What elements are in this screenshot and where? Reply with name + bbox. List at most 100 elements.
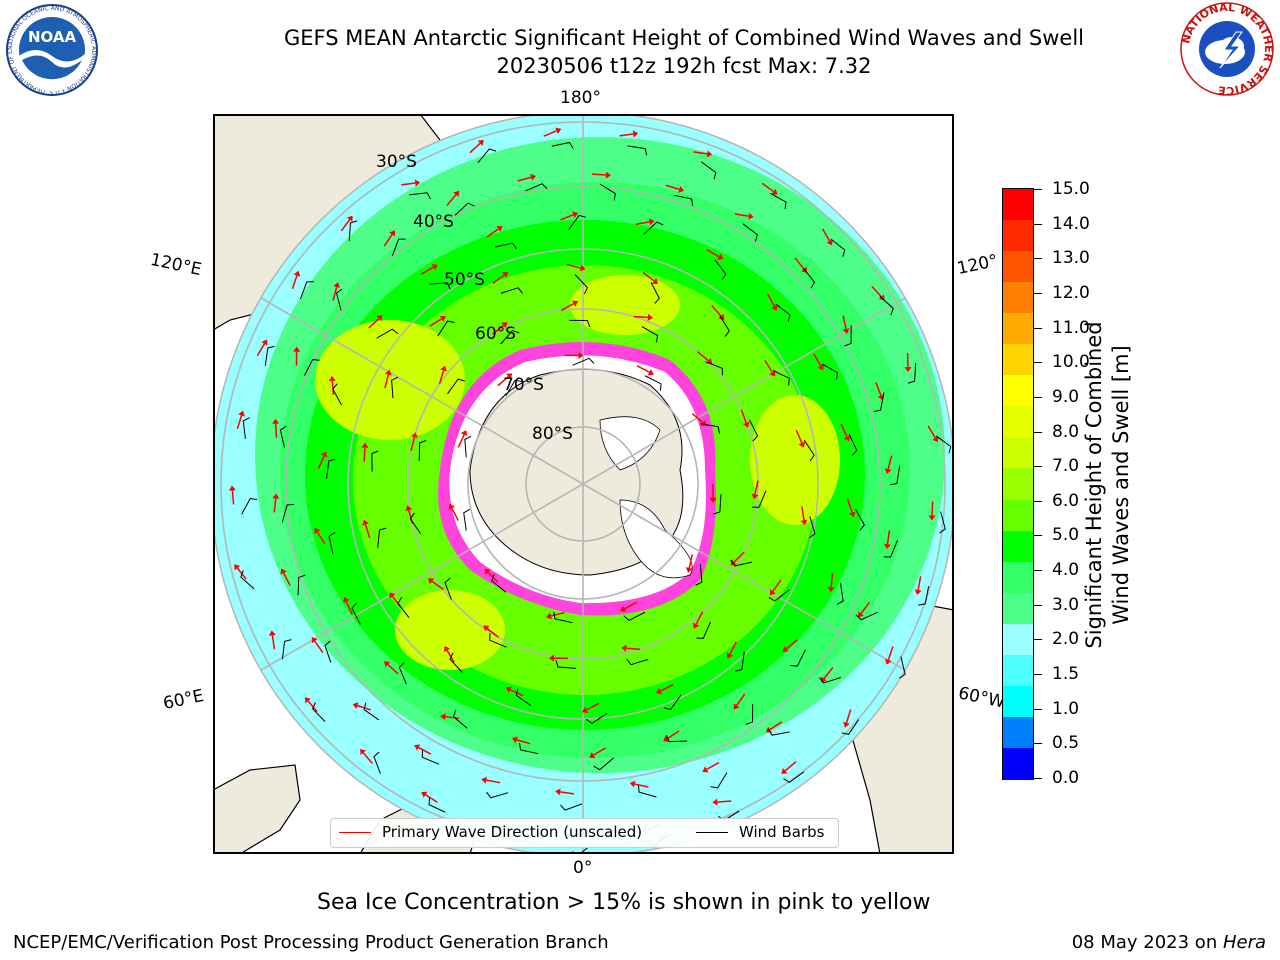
wave-arrow-shaft: [733, 551, 745, 563]
wave-arrow-head: [718, 313, 725, 320]
wave-arrow-head: [769, 370, 776, 377]
lon-label-60e: 60°E: [161, 685, 206, 715]
wave-arrow-head: [360, 748, 367, 756]
wave-arrow-head: [706, 150, 713, 158]
wave-arrow-head: [346, 215, 353, 222]
noaa-logo: NATIONAL OCEANIC AND ATMOSPHERIC ADMINIS…: [3, 0, 98, 96]
wave-arrow-head: [261, 339, 268, 346]
wave-arrow-shaft: [642, 271, 655, 282]
wave-arrow-head: [572, 300, 579, 307]
wave-arrow-head: [928, 515, 936, 521]
colorbar-tick-label: 0.0: [1052, 768, 1080, 788]
wave-arrow-shaft: [317, 455, 325, 470]
footer-credit: NCEP/EMC/Verification Post Processing Pr…: [13, 932, 609, 953]
wave-arrow-shaft: [784, 761, 797, 772]
lon-label-60w: 60°W: [956, 683, 1007, 713]
wind-barb: [494, 242, 517, 250]
wave-arrow-head: [579, 264, 586, 272]
wave-arrow-head: [496, 226, 503, 232]
wave-arrow-shaft: [566, 263, 581, 269]
wave-arrow-shaft: [813, 353, 822, 367]
wave-arrow-shaft: [801, 506, 805, 521]
wind-barb: [836, 583, 844, 605]
wave-arrow-head: [769, 589, 776, 596]
wave-arrow-head: [314, 527, 321, 534]
wind-barb: [663, 694, 682, 711]
colorbar-tick-label: 1.0: [1052, 698, 1080, 719]
wave-arrow-shaft: [636, 365, 650, 373]
wind-barb: [463, 508, 471, 531]
colorbar: [1002, 188, 1034, 781]
wind-barb: [841, 719, 860, 735]
wind-barb: [821, 363, 839, 380]
wave-arrow-shaft: [931, 501, 934, 516]
wave-arrow-head: [502, 272, 509, 278]
colorbar-segment: [1003, 189, 1033, 222]
wave-arrow-shaft: [761, 182, 774, 193]
wave-arrow-head: [238, 410, 245, 417]
svg-text:NOAA: NOAA: [28, 28, 77, 46]
wave-arrow-head: [589, 752, 596, 759]
wave-arrow-shaft: [772, 579, 782, 592]
wave-arrow-head: [546, 612, 552, 620]
wind-barb: [803, 439, 815, 462]
wave-arrow-shaft: [438, 370, 445, 385]
wave-arrow-shaft: [429, 318, 443, 327]
colorbar-tick-label: 6.0: [1052, 490, 1080, 511]
wind-barb: [710, 772, 728, 789]
wind-barb: [505, 379, 523, 397]
wave-arrow-head: [376, 315, 383, 322]
wind-barb: [351, 602, 361, 625]
wind-barb: [626, 658, 649, 666]
colorbar-tick-label: 8.0: [1052, 421, 1080, 442]
wave-arrow-shaft: [550, 611, 565, 617]
wave-arrow-head: [748, 212, 754, 220]
wave-arrow-shaft: [633, 315, 648, 319]
wind-barb: [363, 702, 380, 721]
map-title: GEFS MEAN Antarctic Significant Height o…: [283, 26, 1085, 50]
colorbar-segment: [1003, 623, 1033, 656]
wave-arrow-head: [647, 369, 654, 376]
colorbar-tick-mark: [1034, 258, 1042, 260]
colorbar-tick-label: 3.0: [1052, 594, 1080, 615]
colorbar-tick-mark: [1034, 292, 1042, 294]
wave-arrow-head: [439, 315, 446, 322]
wave-arrow-shaft: [688, 554, 694, 569]
wave-arrow-head: [460, 430, 468, 437]
wave-arrow-head: [431, 264, 438, 271]
colorbar-tick-mark: [1034, 466, 1042, 468]
wind-barb: [627, 145, 648, 156]
wave-arrow-shaft: [764, 360, 773, 373]
wind-barb: [650, 282, 660, 304]
wave-arrow-shaft: [624, 601, 638, 610]
colorbar-tick-label: 13.0: [1052, 248, 1090, 269]
wave-arrow-head: [578, 351, 584, 359]
wind-barb: [553, 611, 573, 624]
wave-arrow-head: [410, 432, 418, 439]
wave-arrow-head: [268, 630, 276, 636]
wind-barb: [325, 458, 336, 479]
colorbar-tick-mark: [1034, 570, 1042, 572]
colorbar-tick-label: 0.5: [1052, 733, 1080, 754]
wave-arrow-head: [293, 346, 301, 352]
wave-arrow-shaft: [821, 228, 831, 242]
wind-barb: [783, 771, 805, 783]
wind-barb: [643, 221, 664, 235]
wave-arrow-shaft: [767, 293, 776, 307]
wind-barb: [335, 288, 343, 311]
sea-ice-note: Sea Ice Concentration > 15% is shown in …: [317, 890, 931, 915]
lat-label-50s: 50°S: [444, 270, 485, 290]
wave-arrow-shaft: [307, 700, 318, 713]
wind-barb: [768, 589, 790, 602]
wind-barb: [855, 611, 878, 621]
wave-arrow-head: [389, 592, 396, 599]
wave-arrow-head: [511, 736, 518, 744]
wave-arrow-head: [555, 127, 562, 135]
wind-barb: [324, 640, 332, 663]
wind-barb: [918, 586, 930, 606]
wave-arrow-shaft: [256, 343, 266, 357]
wave-arrow-head: [620, 605, 627, 612]
wind-barb: [749, 419, 759, 442]
wave-arrow-shaft: [492, 274, 505, 284]
wind-barb: [242, 417, 250, 439]
